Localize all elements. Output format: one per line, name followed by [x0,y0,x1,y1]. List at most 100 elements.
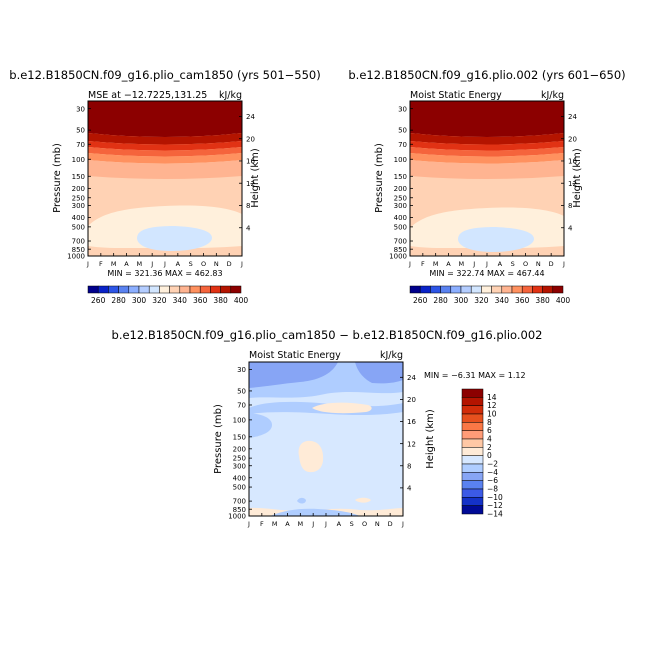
panel-2-colorbar: 260 280 300 320 340 360 380 400 [409,285,570,305]
x-tick-label: A [124,260,129,268]
panel-2: b.e12.B1850CN.f09_g16.plio.002 (yrs 601−… [348,68,625,305]
colorbar-label: 300 [132,296,147,305]
colorbar-label: −2 [487,460,498,469]
y-right-tick-label: 20 [407,396,416,404]
y-tick-label: 100 [394,156,407,164]
panel-2-field [410,101,564,256]
y-right-tick-label: 20 [568,135,577,143]
colorbar-label: 8 [487,418,492,427]
y-right-tick-label: 16 [407,418,416,426]
panel-3-title: b.e12.B1850CN.f09_g16.plio_cam1850 − b.e… [112,328,543,342]
y-tick-label: 200 [233,445,246,453]
colorbar-swatch [460,285,472,294]
y-right-tick-label: 4 [246,224,251,232]
colorbar-swatch [179,285,191,294]
colorbar-swatch [230,285,242,294]
colorbar-swatch [148,285,160,294]
x-tick-label: N [375,520,380,528]
y-right-tick-label: 8 [246,202,250,210]
band-300-320 [137,226,212,251]
colorbar-label: 320 [474,296,489,305]
y-right-tick-label: 24 [407,374,416,382]
x-tick-label: S [511,260,515,268]
colorbar-swatch [97,285,109,294]
colorbar-swatch [108,285,119,294]
y-tick-label: 250 [233,455,246,463]
panel-3-ylabel-right: Height (km) [425,409,436,469]
colorbar-swatch [461,505,484,515]
colorbar-swatch [521,285,533,294]
colorbar-swatch [461,413,484,423]
colorbar-swatch [542,285,554,294]
y-tick-label: 50 [237,388,246,396]
y-tick-label: 30 [76,105,85,113]
band-0-to-2-middle [298,440,324,473]
y-tick-label: 30 [237,366,246,374]
colorbar-label: 320 [152,296,167,305]
colorbar-swatch [159,285,170,294]
colorbar-label: −4 [487,468,498,477]
y-tick-label: 300 [394,202,407,210]
colorbar-swatch [87,285,99,294]
x-tick-label: M [433,260,439,268]
panel-3-subtitle: Moist Static Energy [249,350,341,361]
y-tick-label: 150 [394,173,407,181]
band-370-380 [88,147,242,157]
colorbar-swatch [199,285,211,294]
colorbar-swatch [532,285,543,294]
y-tick-label: 850 [72,246,85,254]
band-minus2-surface [270,508,360,516]
y-right-tick-label: 24 [246,113,255,121]
y-tick-label: 700 [72,238,85,246]
x-tick-label: O [523,260,528,268]
colorbar-label: 12 [487,401,497,410]
colorbar-label: 0 [487,451,492,460]
colorbar-label: 300 [454,296,469,305]
x-tick-label: S [189,260,193,268]
x-tick-label: J [311,520,314,528]
band-350-360 [88,160,242,179]
colorbar-label: 400 [234,296,249,305]
colorbar-swatch [491,285,503,294]
panel-3-field [249,362,403,516]
x-tick-label: A [337,520,342,528]
colorbar-label: 380 [213,296,228,305]
y-right-tick-label: 12 [246,180,255,188]
colorbar-swatch [461,455,484,465]
x-tick-label: M [111,260,117,268]
colorbar-label: 360 [193,296,208,305]
x-tick-label: J [86,260,89,268]
y-tick-label: 150 [233,433,246,441]
band-above-400 [410,101,564,137]
x-tick-label: J [408,260,411,268]
y-tick-label: 850 [233,506,246,514]
y-right-tick-label: 12 [568,180,577,188]
band-minus2-spot [297,497,306,504]
panel-2-ylabel-right: Height (km) [572,148,583,208]
panel-1: b.e12.B1850CN.f09_g16.plio_cam1850 (yrs … [9,68,320,305]
band-minus2-left [249,413,272,438]
panel-3-y-axis-right: 24 20 16 12 8 4 [400,374,416,492]
colorbar-swatch [461,463,484,473]
y-tick-label: 400 [72,214,85,222]
panel-1-title: b.e12.B1850CN.f09_g16.plio_cam1850 (yrs … [9,68,320,82]
colorbar-label: −8 [487,485,498,494]
band-0-to-2-upper [312,402,372,414]
colorbar-swatch [189,285,201,294]
x-tick-label: A [285,520,290,528]
colorbar-swatch [461,438,484,448]
colorbar-label: 380 [535,296,550,305]
y-right-tick-label: 4 [568,224,573,232]
panel-1-units: kJ/kg [219,90,242,101]
x-tick-label: O [362,520,367,528]
panel-2-stats: MIN = 322.74 MAX = 467.44 [429,269,544,278]
colorbar-swatch [552,285,564,294]
y-right-tick-label: 8 [568,202,572,210]
colorbar-swatch [461,447,484,456]
